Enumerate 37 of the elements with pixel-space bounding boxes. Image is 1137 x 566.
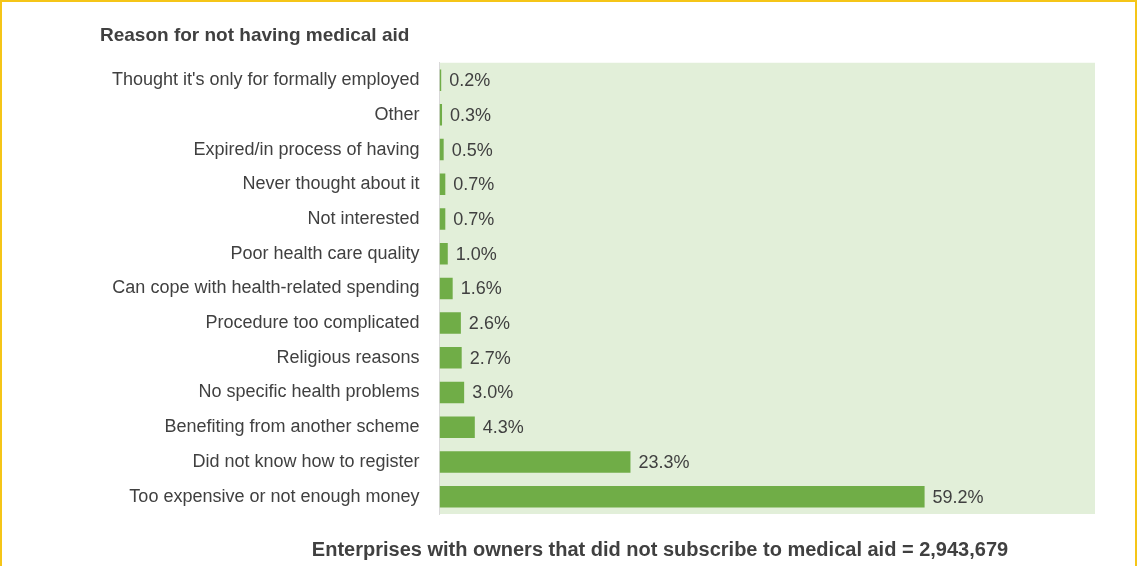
y-tick-label: Procedure too complicated [205, 312, 420, 333]
text: Enterprises with owners that did not subscribe to medical aid = 2,943,679 [311, 537, 1009, 560]
y-tick-label: Not interested [307, 207, 420, 228]
y-tick-label: Did not know how to register [192, 450, 420, 471]
bar [439, 416, 475, 438]
data-label: 0.2% [449, 70, 491, 91]
data-label: 1.6% [460, 278, 502, 299]
y-tick-label: Expired/in process of having [193, 138, 420, 159]
bar [439, 277, 453, 300]
bar [439, 381, 465, 404]
data-label: 2.7% [469, 347, 511, 368]
y-tick-label: Poor health care quality [230, 242, 420, 263]
y-tick-label: Too expensive or not enough money [129, 485, 420, 506]
y-tick-label: Religious reasons [276, 346, 420, 367]
y-tick-label: Other [374, 103, 420, 124]
bar [439, 485, 925, 508]
y-tick-label: No specific health problems [198, 381, 420, 402]
data-label: 4.3% [482, 417, 524, 438]
data-label: 23.3% [638, 451, 690, 472]
data-label: 2.6% [468, 313, 510, 334]
data-label: 0.3% [450, 104, 492, 125]
data-label: 0.7% [453, 208, 495, 229]
bar [439, 312, 461, 334]
bar [439, 451, 631, 473]
y-tick-label: Thought it's only for formally employed [112, 69, 420, 90]
y-tick-label: Benefiting from another scheme [164, 416, 420, 437]
y-tick-label: Never thought about it [242, 173, 420, 194]
text: Reason for not having medical aid [100, 23, 410, 45]
data-label: 1.0% [455, 243, 497, 264]
y-tick-label: Can cope with health-related spending [112, 277, 420, 298]
data-label: 0.7% [453, 174, 495, 195]
bar [439, 242, 448, 265]
bar [439, 138, 444, 161]
data-label: 59.2% [932, 486, 984, 507]
bar [439, 347, 462, 369]
data-label: 3.0% [472, 382, 514, 403]
data-label: 0.5% [451, 139, 493, 160]
